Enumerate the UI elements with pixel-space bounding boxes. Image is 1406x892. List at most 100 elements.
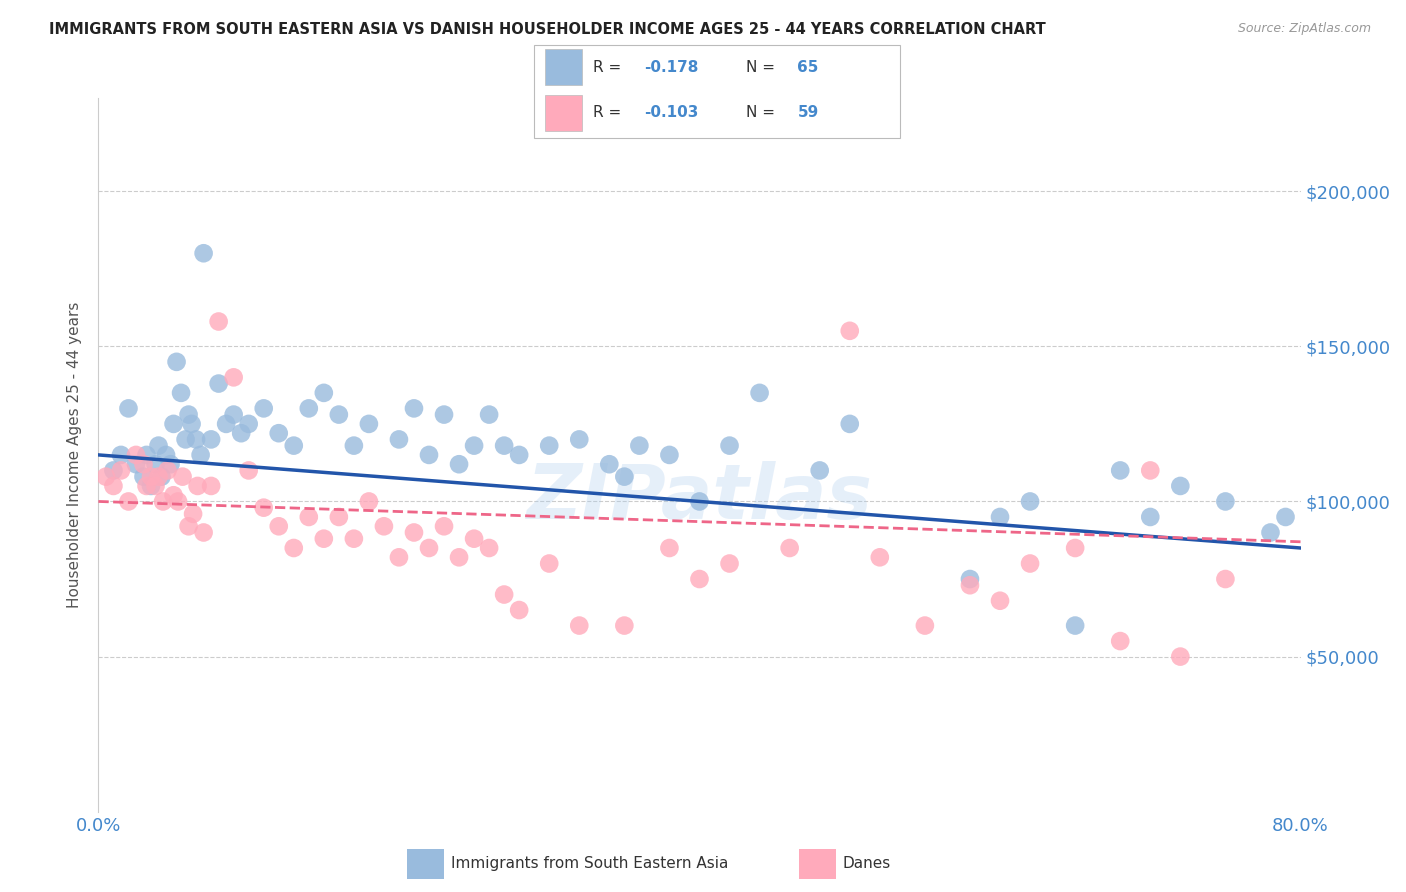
Text: R =: R =: [593, 60, 626, 75]
Point: [125, 448, 148, 462]
Point: [628, 439, 651, 453]
Point: [155, 448, 177, 462]
Point: [538, 557, 561, 571]
Point: [312, 532, 335, 546]
Text: -0.178: -0.178: [644, 60, 699, 75]
Point: [1019, 557, 1042, 571]
Point: [184, 433, 207, 447]
Point: [110, 448, 132, 462]
Point: [181, 507, 204, 521]
Point: [658, 448, 681, 462]
Point: [1019, 494, 1042, 508]
Point: [283, 541, 305, 555]
Point: [180, 417, 202, 431]
Point: [959, 578, 981, 592]
Text: R =: R =: [593, 105, 626, 120]
Point: [388, 433, 411, 447]
Point: [312, 385, 335, 400]
Point: [110, 463, 132, 477]
Point: [117, 494, 139, 508]
Point: [402, 401, 425, 416]
Point: [238, 417, 260, 431]
Point: [914, 618, 936, 632]
Point: [1170, 479, 1192, 493]
Point: [159, 457, 181, 471]
Point: [447, 550, 470, 565]
Point: [1064, 618, 1087, 632]
Point: [103, 479, 125, 493]
Point: [718, 557, 741, 571]
Point: [208, 376, 231, 391]
Point: [267, 519, 290, 533]
Text: 65: 65: [797, 60, 818, 75]
Point: [613, 469, 636, 483]
Point: [689, 572, 711, 586]
Point: [328, 510, 350, 524]
Point: [988, 593, 1011, 607]
Point: [538, 439, 561, 453]
Point: [494, 588, 516, 602]
Point: [215, 417, 238, 431]
FancyBboxPatch shape: [546, 49, 582, 85]
Point: [200, 433, 222, 447]
Point: [150, 469, 173, 483]
Text: 59: 59: [797, 105, 818, 120]
Point: [222, 408, 245, 422]
Point: [402, 525, 425, 540]
Point: [779, 541, 801, 555]
Point: [388, 550, 411, 565]
Point: [508, 448, 530, 462]
Point: [193, 246, 215, 260]
Point: [145, 479, 167, 493]
Point: [166, 355, 188, 369]
Point: [103, 463, 125, 477]
Text: N =: N =: [747, 60, 780, 75]
Point: [187, 479, 209, 493]
FancyBboxPatch shape: [534, 45, 900, 138]
Point: [373, 519, 395, 533]
Point: [748, 385, 770, 400]
FancyBboxPatch shape: [408, 849, 444, 879]
Point: [689, 494, 711, 508]
FancyBboxPatch shape: [546, 95, 582, 131]
Point: [463, 532, 485, 546]
Point: [283, 439, 305, 453]
Point: [959, 572, 981, 586]
Point: [162, 488, 184, 502]
Point: [139, 479, 162, 493]
Point: [117, 401, 139, 416]
Point: [238, 463, 260, 477]
Point: [177, 408, 200, 422]
Point: [170, 385, 193, 400]
Point: [1109, 463, 1132, 477]
Text: Danes: Danes: [842, 855, 891, 871]
FancyBboxPatch shape: [799, 849, 835, 879]
Point: [1215, 494, 1237, 508]
Point: [145, 457, 167, 471]
Point: [658, 541, 681, 555]
Text: ZIPatlas: ZIPatlas: [526, 461, 873, 534]
Point: [174, 433, 197, 447]
Point: [222, 370, 245, 384]
Point: [357, 417, 380, 431]
Point: [838, 417, 860, 431]
Point: [808, 463, 831, 477]
Point: [132, 469, 155, 483]
Point: [568, 433, 591, 447]
Y-axis label: Householder Income Ages 25 - 44 years: Householder Income Ages 25 - 44 years: [67, 301, 83, 608]
Point: [298, 401, 321, 416]
Point: [1109, 634, 1132, 648]
Point: [167, 494, 190, 508]
Point: [162, 417, 184, 431]
Point: [343, 439, 366, 453]
Point: [193, 525, 215, 540]
Point: [1260, 525, 1282, 540]
Point: [613, 618, 636, 632]
Point: [231, 426, 253, 441]
Text: N =: N =: [747, 105, 780, 120]
Point: [298, 510, 321, 524]
Point: [869, 550, 891, 565]
Point: [152, 494, 174, 508]
Point: [132, 457, 155, 471]
Point: [1139, 463, 1161, 477]
